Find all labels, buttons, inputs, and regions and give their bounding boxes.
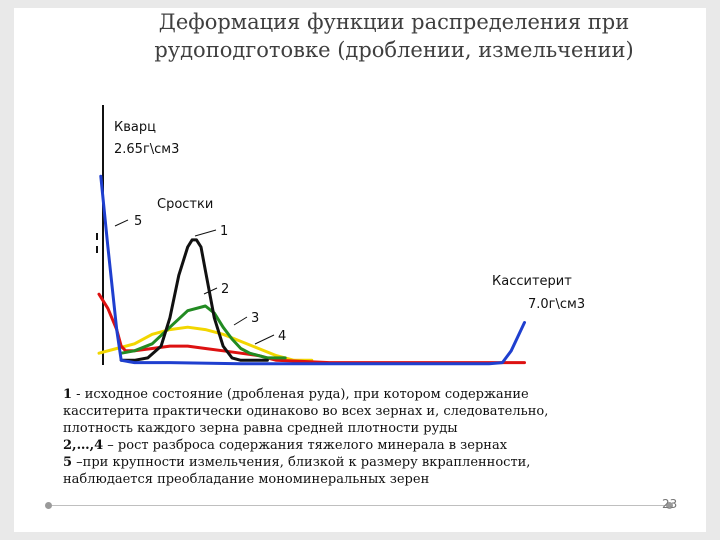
slide: Деформация функции распределения при руд…	[14, 8, 706, 532]
series-line-red	[97, 292, 526, 365]
curve-label-3: 3	[251, 311, 259, 326]
quartz-name-label: Кварц	[114, 120, 156, 135]
page-number: 23	[662, 497, 678, 511]
caption-line-6: наблюдается преобладание мономинеральных…	[63, 472, 430, 487]
caption-line-4: 2,…,4 – рост разброса содержания тяжелог…	[63, 438, 508, 453]
leader-4	[254, 334, 275, 345]
series-line-yellow	[97, 325, 314, 362]
leader-2	[203, 287, 218, 295]
curve-label-2: 2	[221, 282, 229, 297]
cassiterite-density-label: 7.0г\см3	[528, 297, 585, 312]
leader-5	[114, 219, 129, 227]
distribution-chart: Кварц 2.65г\см3 5 Сростки 1 2 3 4 Кассит…	[56, 89, 642, 383]
title-line-2: рудоподготовке (дроблении, измельчении)	[154, 38, 634, 62]
caption-line-2: касситерита практически одинаково во все…	[63, 404, 549, 419]
curve-label-4: 4	[278, 329, 286, 344]
series-layer	[97, 174, 526, 366]
title-line-1: Деформация функции распределения при	[158, 10, 630, 34]
leader-1	[194, 229, 217, 237]
footer-dot-left	[45, 502, 52, 509]
intergrowths-label: Сростки	[157, 197, 213, 212]
footer-line	[52, 505, 668, 506]
cassiterite-name-label: Касситерит	[492, 274, 572, 289]
caption-line-5: 5 –при крупности измельчения, близкой к …	[63, 455, 531, 470]
leader-3	[233, 316, 248, 326]
caption-line-1: 1 - исходное состояние (дробленая руда),…	[63, 387, 529, 402]
series-line-black	[119, 238, 269, 362]
curve-label-5: 5	[134, 214, 142, 229]
curve-label-1: 1	[220, 224, 228, 239]
footer-dot-right	[666, 502, 673, 509]
quartz-density-label: 2.65г\см3	[114, 142, 179, 157]
slide-title: Деформация функции распределения при руд…	[114, 8, 674, 64]
series-line-blue	[99, 174, 526, 366]
caption-line-3: плотность каждого зерна равна средней пл…	[63, 421, 458, 436]
chart-svg: Кварц 2.65г\см3 5 Сростки 1 2 3 4 Кассит…	[96, 105, 585, 366]
series-line-green	[119, 304, 287, 360]
caption: 1 - исходное состояние (дробленая руда),…	[63, 386, 663, 488]
